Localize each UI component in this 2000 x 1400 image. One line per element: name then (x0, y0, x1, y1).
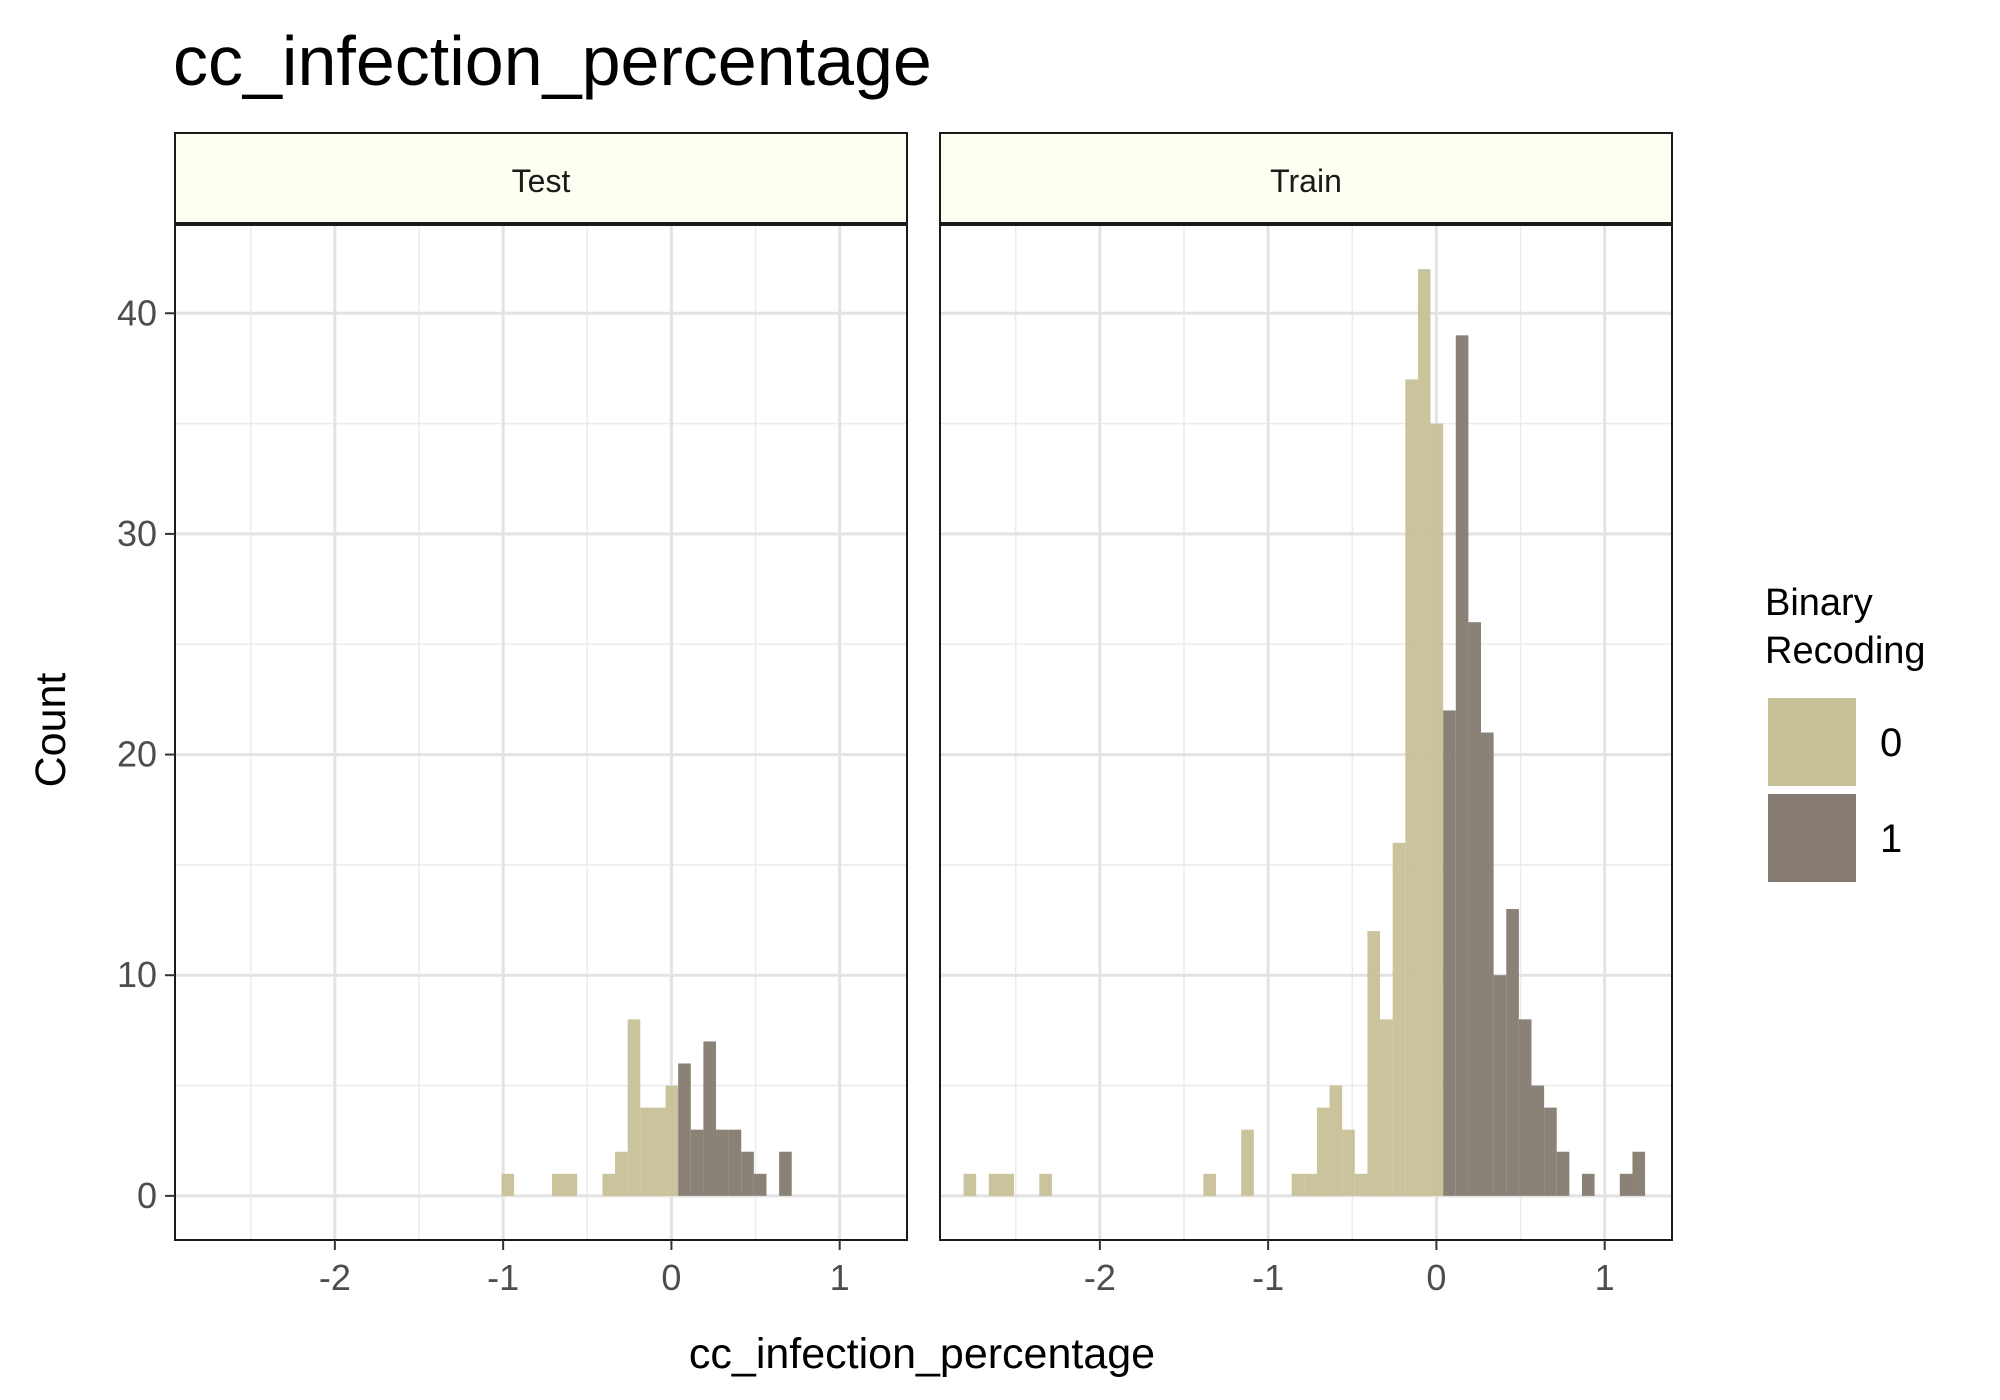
legend-key-swatch (1768, 794, 1856, 882)
histogram-bar-series-1 (1531, 1085, 1545, 1196)
y-tick-label: 40 (117, 292, 157, 333)
histogram-bar-series-0 (652, 1107, 666, 1196)
legend-title: Recoding (1765, 630, 1926, 672)
histogram-bar-series-1 (1632, 1151, 1646, 1196)
histogram-bar-series-0 (615, 1151, 628, 1196)
x-tick-label: 1 (1595, 1257, 1615, 1298)
legend-key-label: 0 (1880, 721, 1902, 765)
histogram-bar-series-0 (1203, 1173, 1216, 1196)
facet-strip (939, 132, 1673, 224)
x-tick-label: -1 (487, 1257, 519, 1298)
histogram-bar-series-1 (1468, 622, 1482, 1196)
histogram-bar-series-1 (1518, 1019, 1532, 1196)
histogram-bar-series-0 (988, 1173, 1002, 1196)
histogram-bar-series-0 (1405, 379, 1418, 1196)
facet-strip-label: Test (512, 163, 571, 199)
histogram-bar-series-0 (1304, 1173, 1317, 1196)
x-axis-title: cc_infection_percentage (689, 1330, 1155, 1378)
histogram-bar-series-1 (1544, 1107, 1557, 1196)
x-tick-label: -2 (1084, 1257, 1116, 1298)
histogram-bar-series-0 (1329, 1085, 1343, 1196)
histogram-bar-series-0 (1291, 1173, 1305, 1196)
histogram-bar-series-0 (1430, 423, 1444, 1196)
histogram-bar-series-0 (627, 1019, 641, 1196)
histogram-bar-series-0 (1367, 931, 1381, 1196)
legend: Binary Recoding 0 1 (1765, 582, 1926, 882)
x-tick-label: -1 (1252, 1257, 1284, 1298)
y-tick-label: 0 (137, 1175, 157, 1216)
facet-strip-label: Train (1270, 163, 1342, 199)
plot-background (175, 225, 907, 1240)
histogram-bar-series-1 (779, 1151, 792, 1196)
plot-background (940, 225, 1672, 1240)
histogram-bar-series-0 (1001, 1173, 1015, 1196)
x-tick-label: 1 (830, 1257, 850, 1298)
x-tick-label: 0 (1426, 1257, 1446, 1298)
histogram-bar-series-0 (602, 1173, 616, 1196)
histogram-bar-series-0 (501, 1173, 515, 1196)
y-tick-label: 20 (117, 734, 157, 775)
chart-title: cc_infection_percentage (173, 22, 932, 100)
histogram-bar-series-1 (1581, 1173, 1595, 1196)
facet-strip (174, 132, 908, 224)
y-axis-title: Count (27, 673, 75, 788)
histogram-bar-series-0 (1241, 1129, 1254, 1196)
histogram-bar-series-0 (1380, 1019, 1393, 1196)
histogram-bar-series-0 (1342, 1129, 1355, 1196)
histogram-bar-series-1 (1556, 1151, 1570, 1196)
histogram-bar-series-1 (716, 1129, 729, 1196)
histogram-bar-series-1 (1493, 975, 1507, 1196)
histogram-bar-series-0 (1354, 1173, 1368, 1196)
y-tick-label: 30 (117, 513, 157, 554)
histogram-bar-series-1 (728, 1129, 742, 1196)
legend-key-swatch (1768, 698, 1856, 786)
histogram-bar-series-1 (1455, 335, 1469, 1196)
legend-key-label: 1 (1880, 817, 1902, 861)
histogram-bar-series-0 (963, 1173, 977, 1196)
panel-border (174, 224, 908, 1241)
histogram-bar-series-0 (551, 1173, 565, 1196)
histogram-bar-series-0 (1417, 269, 1431, 1196)
histogram-bar-series-1 (1481, 732, 1494, 1196)
histogram-bar-series-0 (564, 1173, 578, 1196)
histogram-bar-series-1 (1619, 1173, 1633, 1196)
histogram-bar-series-1 (678, 1063, 691, 1196)
histogram-bar-series-1 (703, 1041, 717, 1196)
histogram-bar-series-0 (1392, 842, 1406, 1196)
histogram-bar-series-1 (1506, 909, 1519, 1196)
histogram-bar-series-1 (741, 1151, 754, 1196)
histogram-bar-series-0 (640, 1107, 653, 1196)
y-tick-label: 10 (117, 954, 157, 995)
facet-panel-train: Train -2 -1 0 1 (939, 132, 1673, 1298)
histogram-bar-series-1 (690, 1129, 704, 1196)
panel-border (939, 224, 1673, 1241)
legend-title: Binary (1765, 582, 1873, 624)
histogram-bar-series-0 (665, 1085, 679, 1196)
histogram-bar-series-0 (1039, 1173, 1052, 1196)
histogram-bar-series-1 (1443, 710, 1456, 1196)
x-tick-label: -2 (319, 1257, 351, 1298)
histogram-bar-series-1 (753, 1173, 767, 1196)
x-tick-label: 0 (661, 1257, 681, 1298)
histogram-bar-series-0 (1316, 1107, 1330, 1196)
